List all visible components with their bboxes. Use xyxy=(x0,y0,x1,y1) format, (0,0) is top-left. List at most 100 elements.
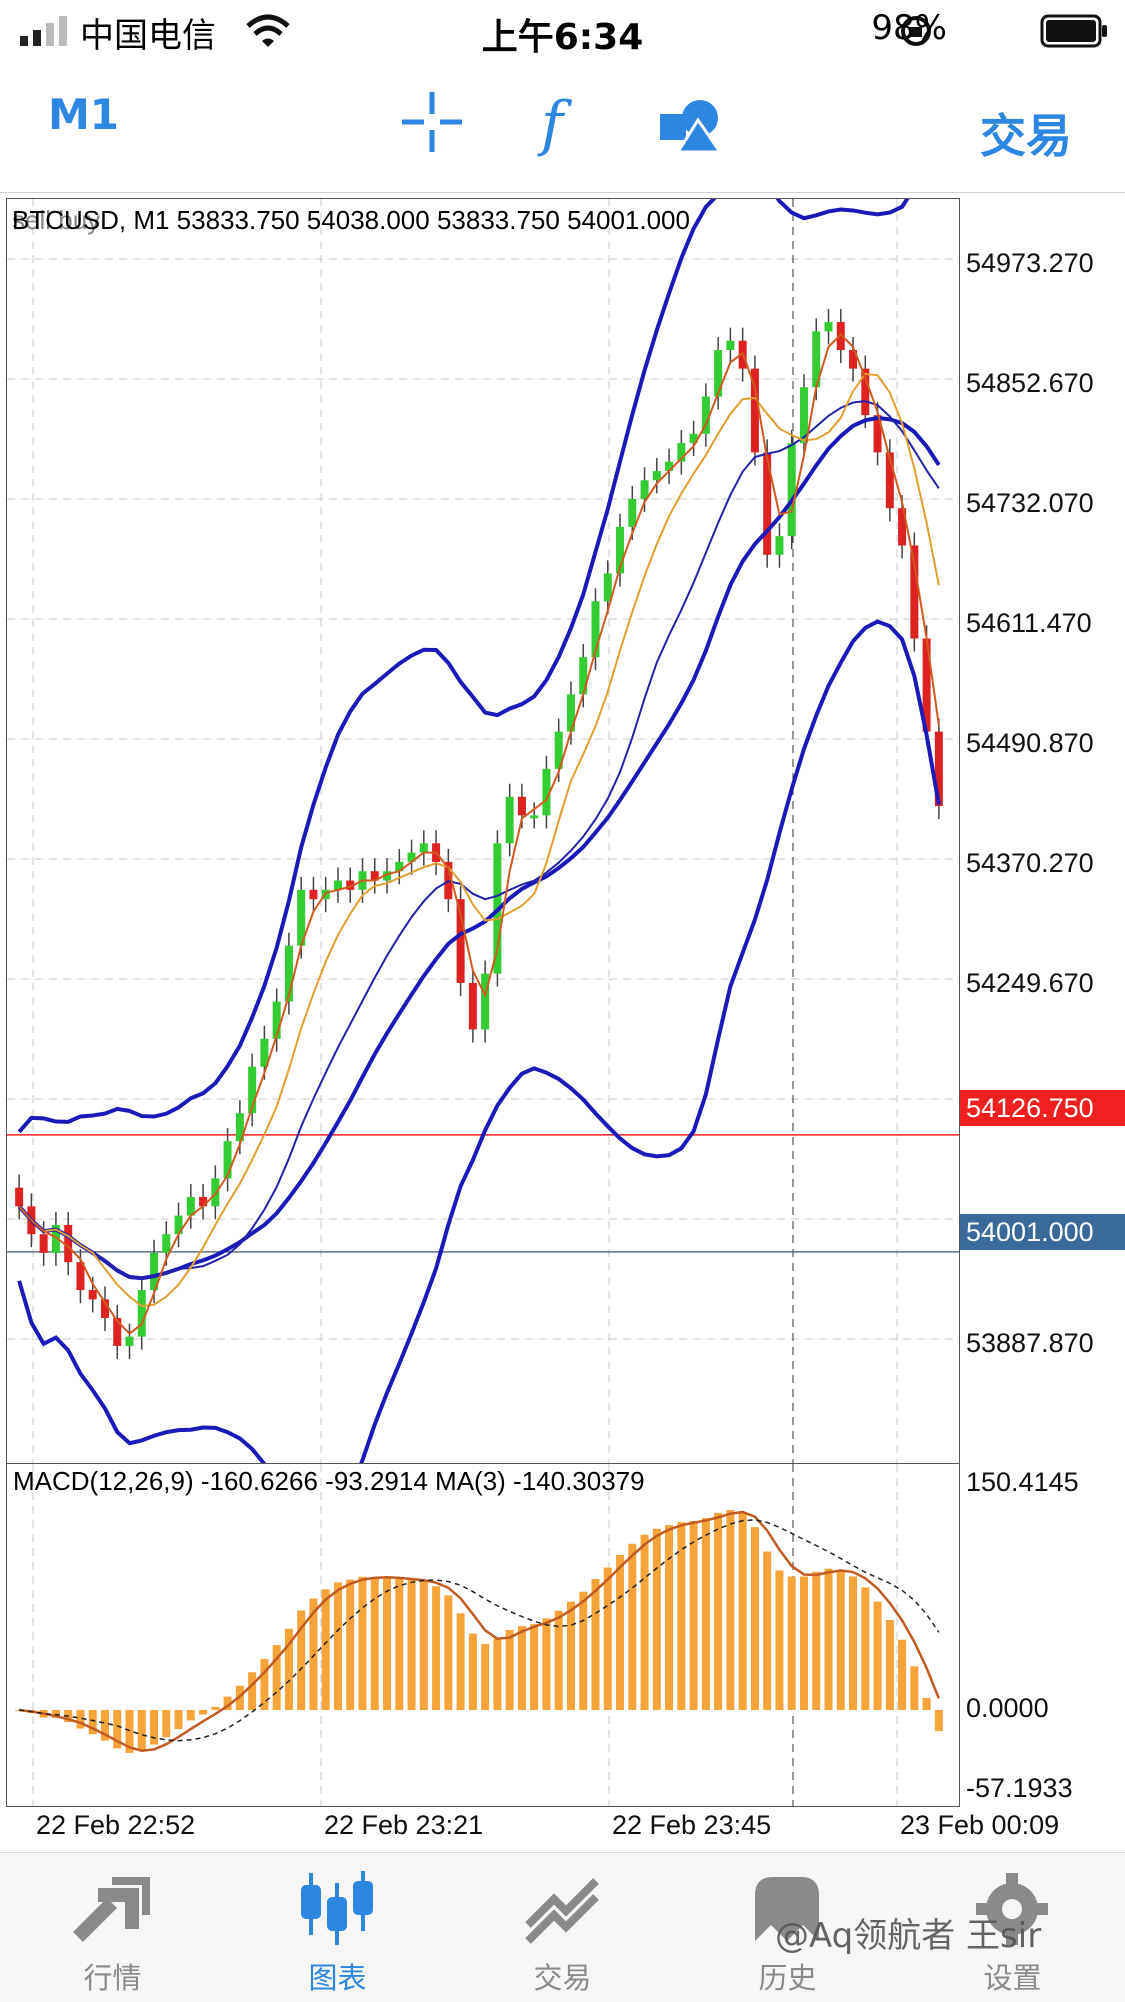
macd-bar xyxy=(910,1666,919,1710)
candle-body xyxy=(689,433,698,444)
price-axis: 54973.270 54852.670 54732.070 54611.470 … xyxy=(960,198,1125,1462)
macd-bar xyxy=(775,1570,784,1710)
macd-bar xyxy=(849,1576,858,1710)
macd-bar xyxy=(199,1710,208,1715)
tab-settings[interactable]: 设置 xyxy=(900,1853,1125,2002)
trade-icon xyxy=(525,1878,599,1944)
macd-bar xyxy=(419,1581,428,1710)
macd-header: MACD(12,26,9) -160.6266 -93.2914 MA(3) -… xyxy=(13,1466,645,1496)
candle-body xyxy=(419,843,428,853)
bollinger-upper xyxy=(17,199,910,1134)
candle-body xyxy=(714,350,723,397)
candle-body xyxy=(677,443,686,462)
macd-bar xyxy=(432,1586,441,1710)
macd-tick: 150.4145 xyxy=(966,1467,1079,1497)
macd-bar xyxy=(726,1510,735,1710)
macd-bar xyxy=(248,1672,257,1710)
macd-bar xyxy=(652,1528,661,1710)
macd-chart[interactable] xyxy=(7,1464,959,1806)
chart-header: BTCUSD, M1 53833.750 54038.000 53833.750… xyxy=(12,205,690,235)
chart-header-overlap: sell buy xyxy=(12,205,101,235)
candle-body xyxy=(517,796,526,816)
candle-body xyxy=(370,871,379,881)
macd-bar xyxy=(493,1638,502,1710)
price-tick: 54490.870 xyxy=(966,728,1094,758)
ma-line-mid xyxy=(18,372,940,1308)
macd-bar xyxy=(284,1628,293,1710)
candle-body xyxy=(849,350,858,369)
tab-history[interactable]: 历史 xyxy=(675,1853,900,2002)
macd-bar xyxy=(272,1645,281,1710)
price-chart-area[interactable]: sell buy BTCUSD, M1 53833.750 54038.000 … xyxy=(6,198,960,1464)
crosshair-icon[interactable] xyxy=(402,92,462,152)
macd-bar xyxy=(579,1591,588,1710)
macd-bar xyxy=(346,1579,355,1710)
candle-body xyxy=(235,1113,244,1142)
macd-bar xyxy=(640,1534,649,1710)
macd-bar xyxy=(223,1696,232,1710)
macd-bar xyxy=(76,1710,85,1729)
carrier-name: 中国电信 xyxy=(80,16,216,56)
settings-icon xyxy=(976,1873,1048,1945)
macd-bar xyxy=(934,1710,943,1732)
candle-body xyxy=(554,731,563,769)
macd-bar xyxy=(812,1571,821,1710)
candle-body xyxy=(566,694,575,732)
macd-bar xyxy=(100,1710,109,1741)
timeframe-button[interactable]: M1 xyxy=(48,90,120,139)
price-tick: 54370.270 xyxy=(966,848,1094,878)
candle-body xyxy=(346,880,355,890)
candle-body xyxy=(260,1038,269,1067)
shapes-icon[interactable] xyxy=(658,98,724,154)
wifi-icon xyxy=(246,14,290,47)
candle-body xyxy=(726,340,735,350)
macd-panel[interactable]: MACD(12,26,9) -160.6266 -93.2914 MA(3) -… xyxy=(6,1463,960,1807)
battery-icon xyxy=(1040,14,1107,48)
macd-bar xyxy=(383,1577,392,1710)
date-axis: 22 Feb 22:52 22 Feb 23:21 22 Feb 23:45 2… xyxy=(0,1806,1125,1850)
macd-bar xyxy=(714,1512,723,1710)
price-chart[interactable] xyxy=(7,199,959,1463)
macd-bar xyxy=(395,1578,404,1710)
history-icon xyxy=(755,1877,819,1941)
tab-quotes[interactable]: 行情 xyxy=(0,1853,225,2002)
macd-bar xyxy=(616,1554,625,1710)
tab-quotes-label: 行情 xyxy=(83,1961,142,1995)
svg-text:f: f xyxy=(537,89,573,158)
macd-bar xyxy=(186,1710,195,1721)
macd-bar xyxy=(407,1580,416,1710)
price-tick: 54852.670 xyxy=(966,368,1094,398)
macd-bar xyxy=(885,1620,894,1710)
candle-body xyxy=(125,1336,134,1346)
function-icon[interactable]: f xyxy=(535,88,585,158)
candle-body xyxy=(150,1252,159,1291)
candle-body xyxy=(640,480,649,499)
candle-body xyxy=(616,526,625,574)
price-tick: 54249.670 xyxy=(966,968,1094,998)
candle-body xyxy=(591,601,600,658)
candle-body xyxy=(885,452,894,509)
candle-body xyxy=(199,1197,208,1207)
macd-bar xyxy=(750,1527,759,1710)
trade-button[interactable]: 交易 xyxy=(980,109,1072,163)
macd-bar xyxy=(481,1644,490,1710)
macd-bar xyxy=(113,1710,122,1749)
macd-bar xyxy=(444,1595,453,1710)
macd-bar xyxy=(333,1582,342,1710)
candle-body xyxy=(603,573,612,602)
macd-bar xyxy=(861,1587,870,1710)
macd-bar xyxy=(468,1633,477,1710)
candle-body xyxy=(272,1001,281,1039)
macd-bar xyxy=(701,1518,710,1710)
date-tick: 22 Feb 23:21 xyxy=(324,1810,484,1840)
date-tick: 22 Feb 22:52 xyxy=(36,1810,196,1840)
tab-trade[interactable]: 交易 xyxy=(450,1853,675,2002)
candle-body xyxy=(468,982,477,1030)
tab-charts[interactable]: 图表 xyxy=(225,1853,450,2002)
macd-bar xyxy=(628,1543,637,1710)
candle-body xyxy=(76,1262,85,1291)
macd-bar xyxy=(689,1521,698,1710)
quotes-icon xyxy=(73,1877,150,1942)
ma-line-slow xyxy=(18,400,940,1280)
candle-body xyxy=(910,545,919,639)
